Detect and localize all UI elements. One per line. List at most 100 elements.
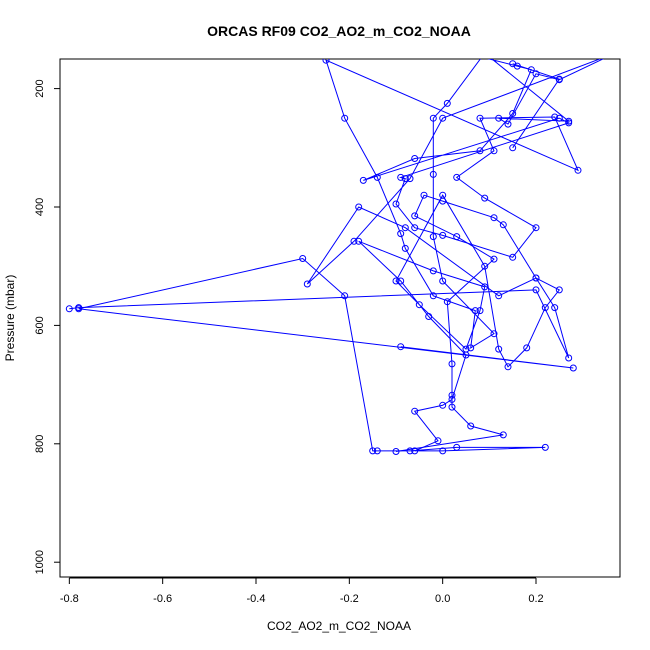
data-point	[555, 114, 563, 122]
data-point	[401, 175, 409, 183]
data-point	[397, 230, 405, 238]
data-point	[499, 431, 507, 439]
data-point	[373, 173, 381, 181]
y-tick-label: 1000	[34, 550, 46, 574]
data-point	[555, 75, 563, 83]
data-point	[341, 292, 349, 300]
data-point	[448, 360, 456, 368]
data-point	[434, 437, 442, 445]
data-point	[509, 253, 517, 261]
data-point	[401, 244, 409, 252]
y-tick-label: 600	[34, 316, 46, 334]
data-point	[481, 194, 489, 202]
data-point	[467, 344, 475, 352]
data-point	[495, 345, 503, 353]
x-tick-label: 0.0	[435, 593, 450, 605]
data-point	[429, 267, 437, 275]
data-point	[448, 391, 456, 399]
data-point	[523, 344, 531, 352]
data-point	[467, 422, 475, 430]
data-point	[532, 286, 540, 294]
data-point	[392, 277, 400, 285]
data-point	[509, 60, 517, 68]
data-point	[541, 304, 549, 312]
data-point	[439, 197, 447, 205]
data-point	[369, 447, 377, 455]
x-axis: -0.8 -0.6 -0.4 -0.2 0.0 0.2	[60, 577, 544, 605]
data-point	[439, 277, 447, 285]
y-tick-label: 800	[34, 435, 46, 453]
series-line-1	[512, 63, 561, 149]
data-point	[355, 237, 363, 245]
data-point	[425, 313, 433, 320]
data-point	[397, 277, 405, 285]
data-point	[569, 364, 577, 372]
data-point	[476, 147, 484, 155]
plot-frame	[59, 58, 621, 578]
data-point	[350, 237, 358, 245]
data-point	[443, 298, 451, 306]
data-point	[509, 144, 517, 152]
data-point	[527, 66, 535, 74]
data-point	[504, 120, 512, 128]
data-point	[359, 176, 367, 184]
data-point	[341, 114, 349, 122]
data-point	[565, 354, 573, 362]
data-point	[303, 280, 311, 288]
data-point	[532, 274, 540, 282]
data-point	[490, 214, 498, 222]
data-point	[532, 224, 540, 232]
data-point	[355, 203, 363, 211]
chart-title: ORCAS RF09 CO2_AO2_m_CO2_NOAA	[207, 23, 471, 39]
data-point	[401, 224, 409, 232]
data-point	[392, 200, 400, 208]
data-point	[612, 50, 618, 56]
data-point	[439, 401, 447, 409]
data-point	[392, 448, 400, 455]
data-point	[476, 307, 484, 315]
data-point	[411, 224, 419, 232]
data-point	[420, 191, 428, 199]
data-point	[509, 110, 517, 117]
data-point	[565, 117, 573, 125]
data-point	[555, 286, 563, 294]
data-point	[448, 403, 456, 411]
data-point	[397, 343, 405, 351]
data-point	[463, 50, 469, 56]
data-point	[541, 443, 549, 451]
x-axis-label: CO2_AO2_m_CO2_NOAA	[267, 619, 411, 633]
x-tick-label: -0.2	[340, 593, 359, 605]
data-point	[406, 175, 414, 183]
data-point	[406, 447, 414, 455]
data-point	[532, 70, 540, 78]
plot-area	[65, 50, 618, 455]
x-tick-label: 0.2	[528, 593, 543, 605]
data-point	[411, 155, 419, 162]
data-point	[462, 351, 470, 359]
series-line-0	[78, 59, 605, 452]
data-point	[415, 301, 423, 309]
data-point	[411, 407, 419, 415]
data-point	[495, 292, 503, 300]
data-point	[453, 173, 461, 181]
data-point	[397, 173, 405, 181]
y-tick-label: 400	[34, 198, 46, 216]
y-axis-label: Pressure (mbar)	[3, 275, 17, 362]
data-point	[453, 443, 461, 451]
data-point	[551, 304, 559, 312]
x-tick-label: -0.4	[247, 593, 266, 605]
y-tick-label: 200	[34, 79, 46, 97]
data-point	[439, 447, 447, 455]
data-point	[429, 114, 437, 122]
data-point	[495, 114, 503, 122]
data-point	[322, 59, 330, 64]
x-tick-label: -0.6	[153, 593, 172, 605]
y-axis: 200 400 600 800 1000	[34, 79, 61, 574]
data-point	[481, 283, 489, 291]
data-point	[429, 233, 437, 241]
data-point	[551, 113, 559, 121]
data-point	[490, 255, 498, 263]
data-point	[439, 114, 447, 122]
data-point	[482, 50, 488, 56]
